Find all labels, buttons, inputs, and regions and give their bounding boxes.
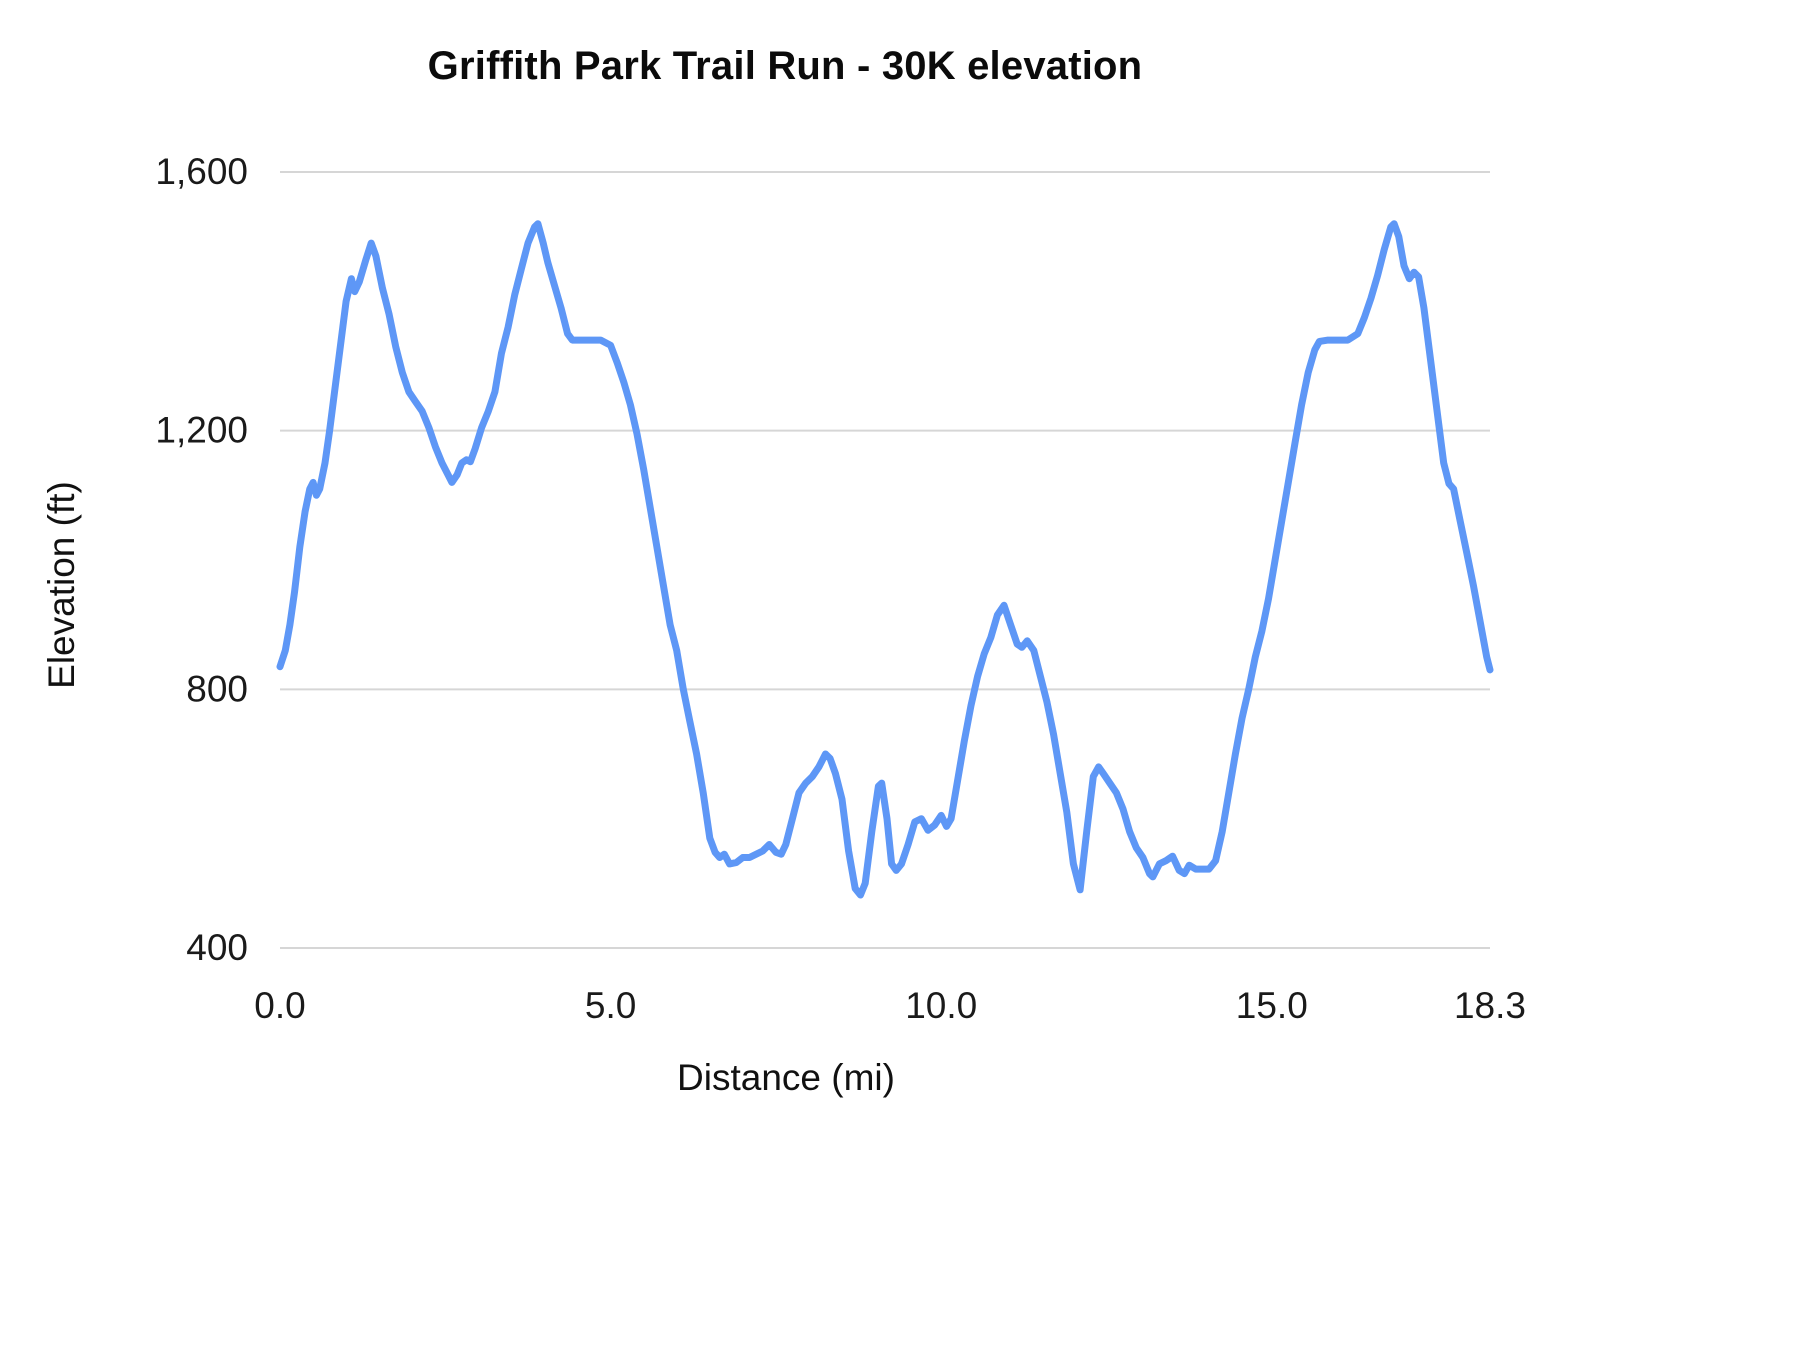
x-axis-title: Distance (mi) [677, 1057, 895, 1098]
x-tick-label: 0.0 [254, 985, 305, 1026]
x-tick-label: 10.0 [905, 985, 977, 1026]
elevation-line [276, 220, 1494, 899]
y-tick-label: 1,200 [155, 410, 248, 451]
y-tick-label: 800 [186, 668, 248, 709]
chart-title: Griffith Park Trail Run - 30K elevation [427, 44, 1143, 88]
y-tick-label: 1,600 [155, 151, 248, 192]
x-tick-label: 18.3 [1454, 985, 1526, 1026]
x-tick-label: 15.0 [1236, 985, 1308, 1026]
x-tick-label: 5.0 [585, 985, 636, 1026]
y-tick-label: 400 [186, 927, 248, 968]
